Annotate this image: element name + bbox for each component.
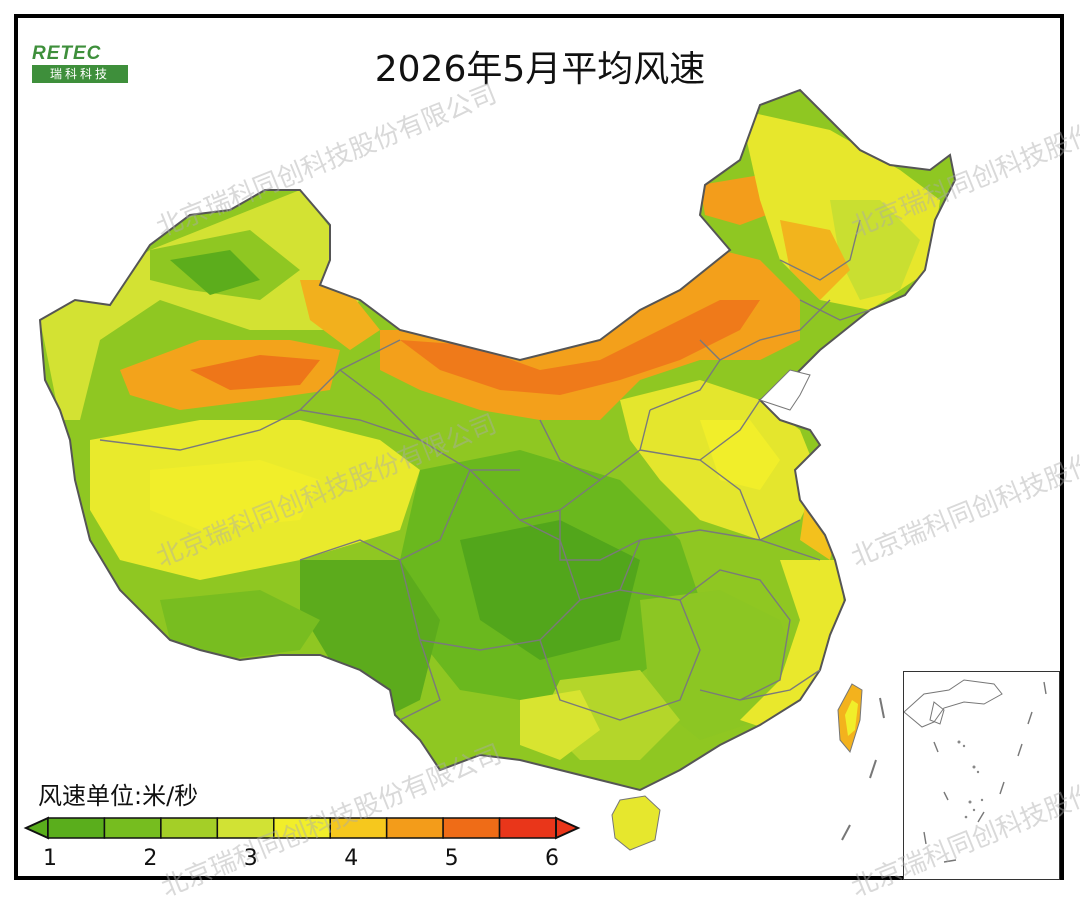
legend-swatch — [160, 817, 219, 839]
legend-tick-label: 5 — [444, 846, 459, 871]
legend-swatch — [273, 817, 331, 839]
map-title: 2026年5月平均风速 — [374, 49, 706, 90]
legend-tick-label: 1 — [43, 846, 57, 871]
legend-swatch — [498, 817, 557, 839]
legend-tick-label: 3 — [243, 846, 258, 871]
logo-subtitle: 瑞科科技 — [32, 65, 128, 83]
legend-title: 风速单位:米/秒 — [38, 782, 199, 810]
legend-arrow-high — [555, 816, 581, 840]
legend-tick-label: 2 — [143, 846, 158, 871]
legend-swatch — [329, 817, 388, 839]
legend-swatch — [442, 817, 501, 839]
province-boundaries — [99, 219, 871, 721]
south-china-sea-inset — [903, 671, 1060, 880]
legend-tick-label: 6 — [545, 846, 559, 871]
hainan-island — [611, 795, 661, 851]
legend-swatch — [103, 817, 162, 839]
legend-swatch — [385, 817, 444, 839]
company-logo: RETEC 瑞科科技 — [32, 44, 128, 84]
logo-wordmark: RETEC — [32, 43, 102, 64]
dash-line — [841, 697, 885, 841]
legend-swatch — [47, 817, 106, 839]
legend-arrow-low — [23, 816, 49, 840]
inset-map — [903, 679, 1047, 863]
legend-colorbar — [23, 816, 581, 840]
legend-swatch — [216, 817, 275, 839]
legend-tick-label: 4 — [344, 846, 359, 871]
bohai-sea — [759, 369, 811, 411]
